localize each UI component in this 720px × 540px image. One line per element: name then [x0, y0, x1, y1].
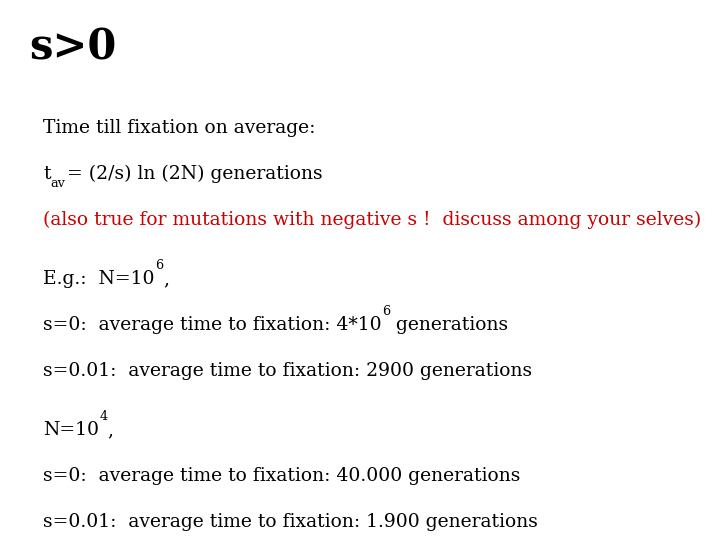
Text: ,: , [107, 421, 113, 439]
Text: N=10: N=10 [43, 421, 99, 439]
Text: s=0.01:  average time to fixation: 1.900 generations: s=0.01: average time to fixation: 1.900 … [43, 513, 538, 531]
Text: av: av [50, 177, 66, 190]
Text: E.g.:  N=10: E.g.: N=10 [43, 270, 155, 288]
Text: 6: 6 [382, 305, 390, 318]
Text: = (2/s) ln (2N) generations: = (2/s) ln (2N) generations [67, 165, 323, 183]
Text: t: t [43, 165, 50, 183]
Text: ,: , [163, 270, 168, 288]
Text: generations: generations [390, 316, 508, 334]
Text: s=0.01:  average time to fixation: 2900 generations: s=0.01: average time to fixation: 2900 g… [43, 362, 532, 380]
Text: Time till fixation on average:: Time till fixation on average: [43, 119, 315, 137]
Text: 4: 4 [99, 410, 107, 423]
Text: (also true for mutations with negative s !  discuss among your selves): (also true for mutations with negative s… [43, 211, 701, 229]
Text: s=0:  average time to fixation: 40.000 generations: s=0: average time to fixation: 40.000 ge… [43, 467, 521, 485]
Text: s>0: s>0 [29, 27, 116, 69]
Text: s=0:  average time to fixation: 4*10: s=0: average time to fixation: 4*10 [43, 316, 382, 334]
Text: 6: 6 [155, 259, 163, 272]
